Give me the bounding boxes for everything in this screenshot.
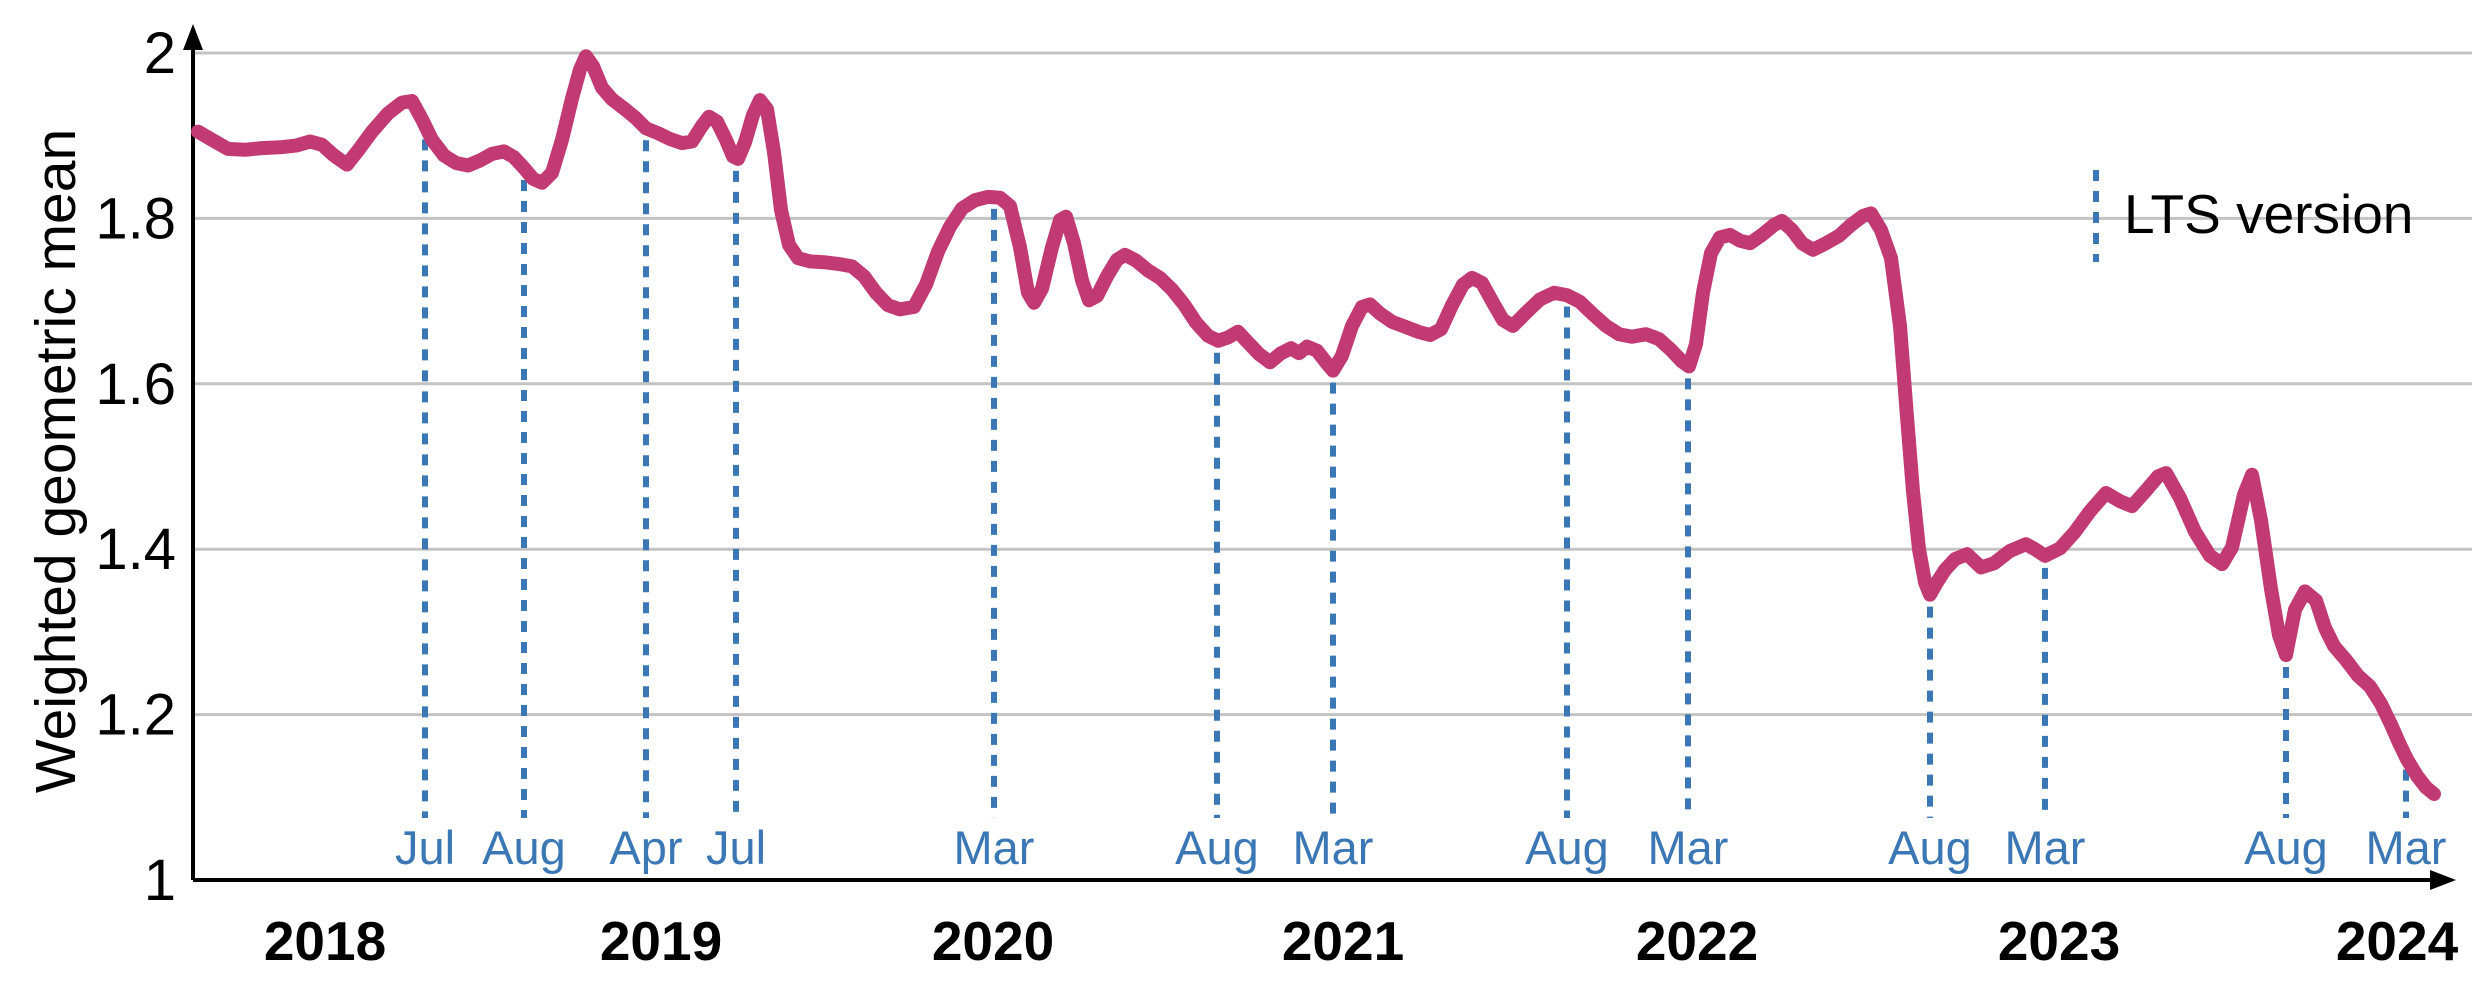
lts-month-label: Aug (1175, 821, 1259, 874)
x-tick-label: 2021 (1282, 910, 1404, 972)
lts-month-label: Aug (1888, 821, 1972, 874)
lts-month-label: Jul (706, 821, 766, 874)
series-line (191, 49, 2441, 801)
y-axis-arrow-icon (183, 24, 203, 50)
y-tick-label: 1.4 (95, 517, 176, 582)
lts-month-label: Aug (482, 821, 566, 874)
y-tick-label: 1.6 (95, 352, 176, 417)
lts-month-label: Mar (2005, 821, 2086, 874)
lts-month-label: Aug (2244, 821, 2328, 874)
y-tick-label: 1.2 (95, 683, 176, 748)
x-tick-label: 2020 (932, 910, 1054, 972)
x-tick-label: 2022 (1636, 910, 1758, 972)
y-axis-title: Weighted geometric mean (24, 128, 88, 794)
x-tick-label: 2024 (2336, 910, 2459, 972)
lts-month-label: Mar (2366, 821, 2447, 874)
y-tick-label: 1 (144, 848, 176, 913)
x-tick-label: 2023 (1998, 910, 2120, 972)
x-tick-label: 2018 (264, 910, 386, 972)
lts-month-label: Aug (1525, 821, 1609, 874)
x-tick-label: 2019 (600, 910, 722, 972)
lts-month-label: Jul (395, 821, 455, 874)
lts-month-label: Mar (954, 821, 1035, 874)
lts-month-label: Mar (1293, 821, 1374, 874)
legend-label: LTS version (2124, 183, 2414, 245)
x-axis-arrow-icon (2430, 870, 2456, 890)
y-tick-label: 1.8 (95, 186, 176, 251)
y-tick-label: 2 (144, 21, 176, 86)
lts-month-label: Mar (1648, 821, 1729, 874)
lts-month-label: Apr (609, 821, 682, 874)
